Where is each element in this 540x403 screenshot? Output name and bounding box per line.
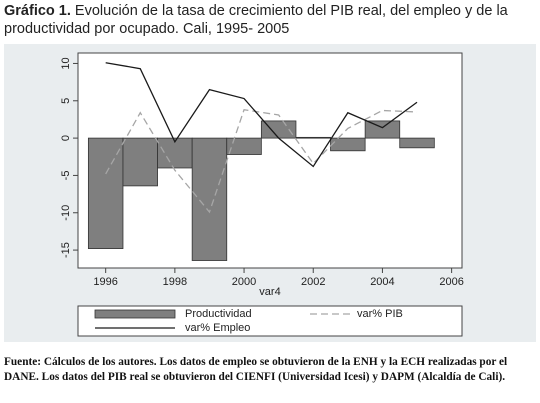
y-tick-label: -10: [60, 205, 72, 221]
title: Evolución de la tasa de crecimiento del …: [4, 3, 508, 37]
bar: [87, 137, 124, 249]
bar: [295, 136, 331, 139]
y-tick-label: -15: [60, 242, 72, 258]
y-tick-label: 10: [60, 57, 72, 69]
line: [105, 62, 418, 168]
y-tick-label: -5: [60, 171, 72, 181]
line: [105, 109, 418, 214]
bar: [122, 137, 158, 187]
x-tick-label: 2002: [301, 276, 325, 288]
y-tick-label: 0: [60, 135, 72, 141]
bar: [330, 137, 366, 152]
y-tick-label: 5: [60, 98, 72, 104]
x-tick-label: 1996: [93, 276, 117, 288]
note: Cálculos de los autores. Los datos de em…: [4, 356, 508, 383]
x-tick-label: 2004: [370, 276, 394, 288]
x-tick-label: 2000: [232, 276, 256, 288]
note-block: Fuente: Cálculos de los autores. Los dat…: [4, 355, 538, 384]
x-axis-label: var4: [259, 286, 280, 298]
bar: [157, 137, 193, 169]
bar: [226, 137, 262, 155]
x-tick-label: 2006: [439, 276, 463, 288]
legend-swatch: [94, 309, 176, 319]
chart: var4 10 5 0 -5 -10 -15 1996 1998 2000 2002 2004 200…: [4, 44, 536, 342]
title-block: Gráfico 1. Evolución de la tasa de creci…: [4, 2, 538, 38]
legend-label: var% Empleo: [185, 322, 250, 334]
legend-label: Productividad: [185, 308, 252, 320]
legend-label: var% PIB: [357, 308, 403, 320]
x-tick-label: 1998: [163, 276, 187, 288]
note-label: Fuente:: [4, 356, 42, 368]
title-label: Gráfico 1.: [4, 3, 71, 19]
bar: [399, 137, 435, 149]
bar: [191, 137, 228, 261]
bar: [364, 120, 401, 139]
